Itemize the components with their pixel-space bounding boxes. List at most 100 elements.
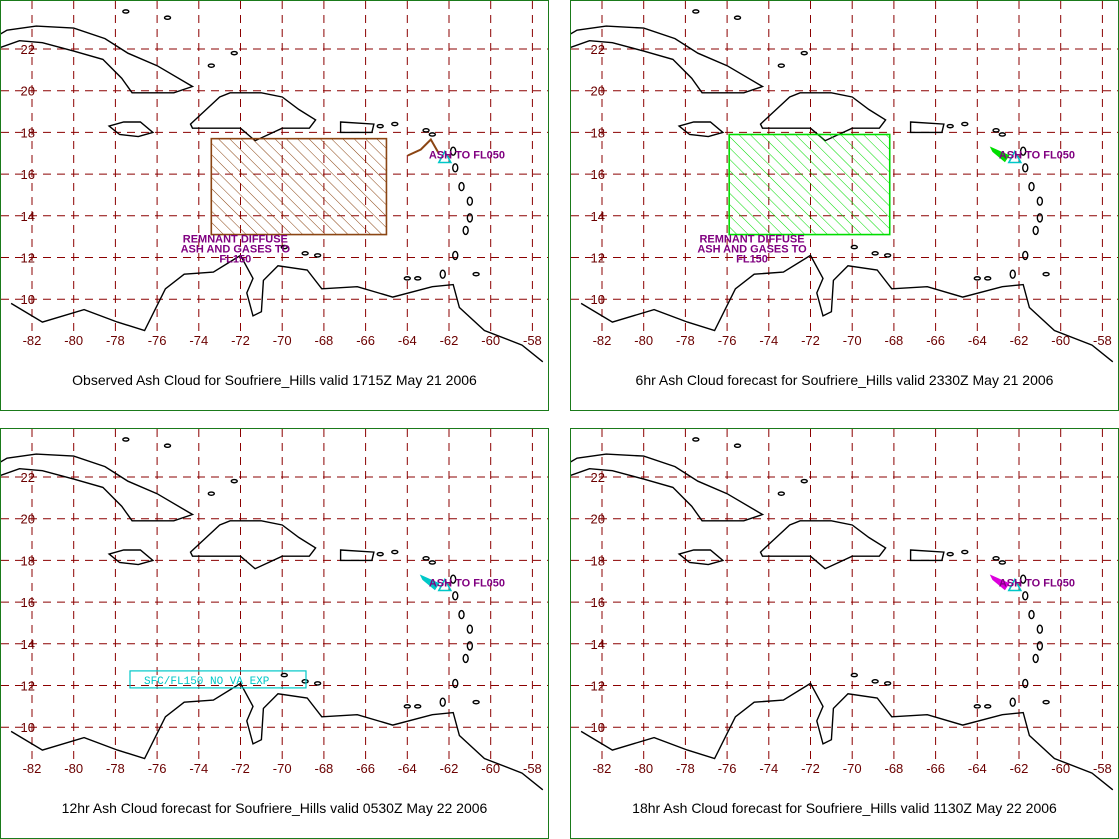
lat-tick-label: 18 <box>21 125 35 140</box>
lon-tick-label: -58 <box>523 333 542 348</box>
island-outline <box>122 9 130 14</box>
lon-tick-label: -72 <box>801 761 820 776</box>
island-outline <box>1036 641 1044 651</box>
puerto-rico-coast <box>909 121 945 134</box>
forecast-12hr-map: -82 -80 -78 -76 -74 -72 -70 -68 -66 -64 -62 -60 -58 2… <box>1 429 548 791</box>
island-outline <box>449 146 457 156</box>
island-outline <box>403 704 411 709</box>
observed-ash-map: -82 -80 -78 -76 -74 -72 -70 -68 -66 -64 -62 -60 -58 2… <box>1 1 548 363</box>
lon-tick-label: -66 <box>926 761 945 776</box>
island-outline <box>998 132 1007 137</box>
lon-tick-label: -76 <box>718 761 737 776</box>
lon-tick-label: -78 <box>676 761 695 776</box>
island-outline <box>800 50 808 56</box>
island-outline <box>883 253 892 258</box>
jamaica-coast <box>107 121 155 138</box>
lat-tick-label: 10 <box>21 292 35 307</box>
cuba-coast <box>571 453 765 522</box>
island-outline <box>998 560 1007 565</box>
island-outline <box>207 63 216 68</box>
lat-tick-label: 20 <box>21 512 35 527</box>
island-outline <box>1036 213 1044 223</box>
cuba-coast <box>571 25 765 94</box>
lat-tick-label: 14 <box>21 637 35 652</box>
island-outline <box>961 549 969 555</box>
lon-tick-label: -62 <box>1010 761 1029 776</box>
island-outline <box>414 704 422 709</box>
lat-tick-label: 16 <box>21 167 35 182</box>
lon-tick-label: -74 <box>759 333 778 348</box>
lon-tick-label: -76 <box>718 333 737 348</box>
island-outline <box>391 549 399 555</box>
south-america-coast <box>580 254 1114 363</box>
island-outline <box>439 269 446 279</box>
island-outline <box>733 15 742 21</box>
island-outline <box>850 672 858 678</box>
lon-tick-label: -76 <box>148 333 167 348</box>
hispaniola-coast <box>759 520 887 570</box>
lat-tick-label: 12 <box>21 251 35 266</box>
jamaica-coast <box>677 121 725 138</box>
island-outline <box>376 551 384 557</box>
volcano-label: ASH TO FL050 <box>999 578 1075 590</box>
lon-tick-label: -72 <box>231 333 250 348</box>
ash-cloud-plume <box>989 146 1010 163</box>
volcano-label: ASH TO FL050 <box>429 150 505 162</box>
lon-tick-label: -70 <box>843 761 862 776</box>
island-outline <box>883 681 892 686</box>
jamaica-coast <box>677 549 725 566</box>
area-label-line: REMNANT DIFFUSE <box>183 234 288 246</box>
lon-tick-label: -72 <box>231 761 250 776</box>
island-outline <box>301 679 309 684</box>
lon-tick-label: -60 <box>481 333 500 348</box>
lon-tick-label: -72 <box>801 333 820 348</box>
lon-tick-label: -76 <box>148 761 167 776</box>
volcano-marker-icon <box>437 577 453 592</box>
puerto-rico-coast <box>909 549 945 562</box>
island-outline <box>1028 609 1035 620</box>
island-outline <box>452 591 459 601</box>
lon-tick-label: -82 <box>23 333 42 348</box>
island-outline <box>449 574 457 584</box>
island-outline <box>1022 250 1029 261</box>
cuba-coast <box>1 453 195 522</box>
hispaniola-coast <box>189 92 317 142</box>
lon-tick-label: -58 <box>523 761 542 776</box>
island-outline <box>472 699 480 705</box>
island-outline <box>1019 574 1027 584</box>
volcano-marker-icon <box>1007 577 1023 592</box>
area-note-box <box>129 670 307 689</box>
lat-tick-label: 22 <box>591 42 605 57</box>
island-outline <box>1019 146 1027 156</box>
area-label-line: REMNANT DIFFUSE <box>699 234 804 246</box>
lat-tick-label: 14 <box>591 637 605 652</box>
island-outline <box>973 276 981 281</box>
island-outline <box>1036 624 1044 634</box>
volcano-marker-icon <box>1007 149 1023 164</box>
island-outline <box>428 560 437 565</box>
island-outline <box>946 123 954 129</box>
lon-tick-label: -70 <box>273 761 292 776</box>
lon-tick-label: -74 <box>759 761 778 776</box>
lat-tick-label: 20 <box>21 84 35 99</box>
hispaniola-coast <box>759 92 887 142</box>
island-outline <box>871 679 879 684</box>
island-outline <box>850 244 858 250</box>
island-outline <box>391 121 399 127</box>
island-outline <box>422 128 430 133</box>
ash-cloud-plume <box>419 574 440 591</box>
island-outline <box>462 225 469 236</box>
ash-cloud-plume <box>989 574 1010 591</box>
island-outline <box>452 678 459 689</box>
island-outline <box>692 437 700 442</box>
lat-tick-label: 22 <box>21 42 35 57</box>
island-outline <box>692 9 700 14</box>
lon-tick-label: -80 <box>634 333 653 348</box>
lat-tick-label: 20 <box>591 512 605 527</box>
island-outline <box>414 276 422 281</box>
lon-tick-label: -68 <box>885 333 904 348</box>
lat-tick-label: 14 <box>21 209 35 224</box>
island-outline <box>280 244 288 250</box>
lat-tick-label: 20 <box>591 84 605 99</box>
island-outline <box>1028 181 1035 192</box>
